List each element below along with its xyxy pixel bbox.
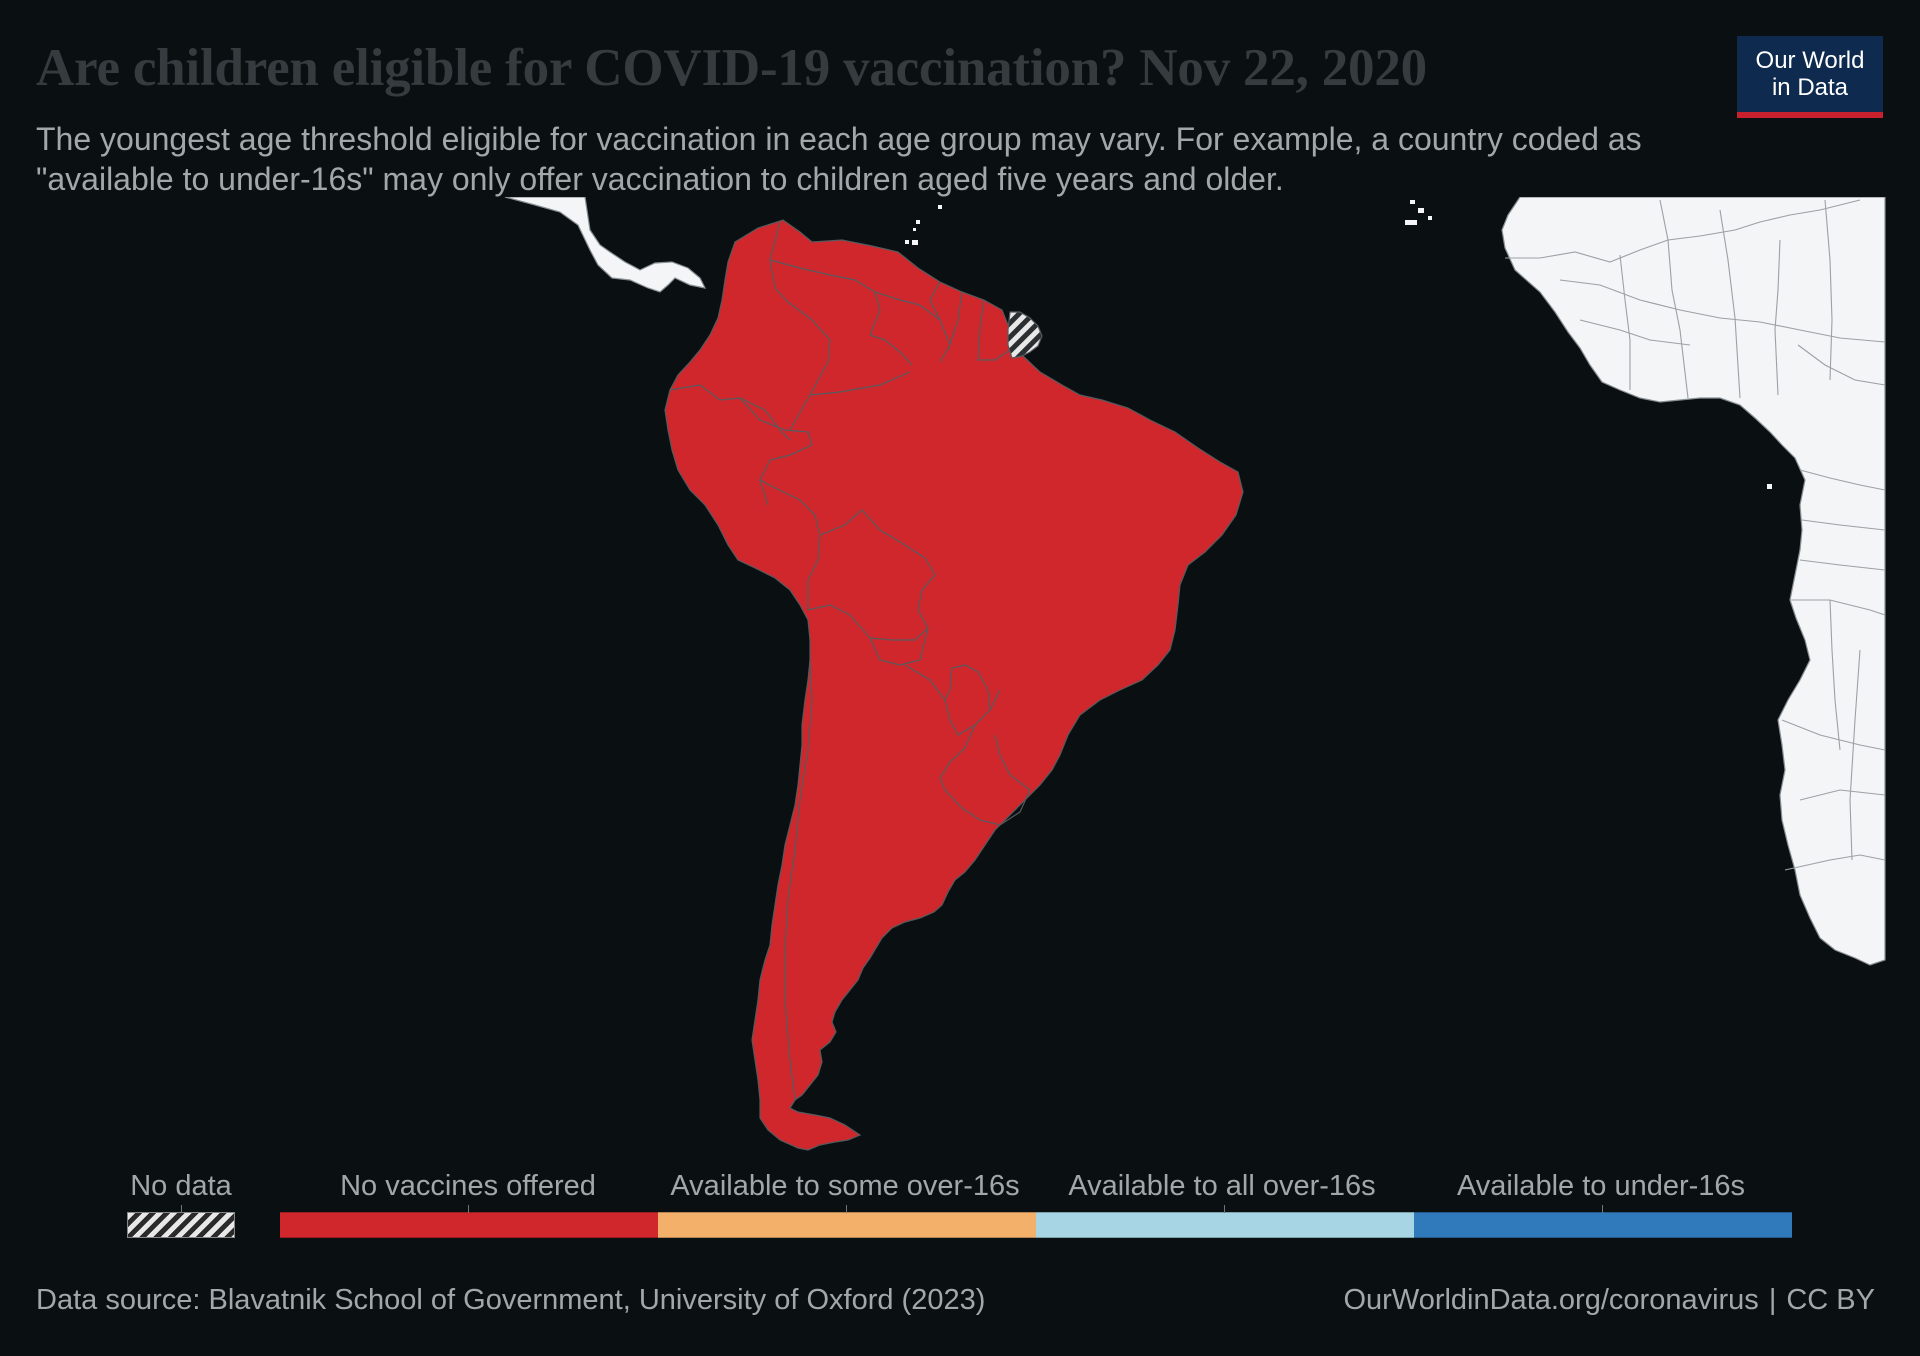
south-america[interactable] — [664, 219, 1244, 1151]
legend-tick — [181, 1205, 182, 1213]
legend-tick — [1602, 1205, 1603, 1213]
legend-tick — [1224, 1205, 1225, 1213]
legend-label-all-over-16s: Available to all over-16s — [1068, 1170, 1376, 1202]
logo-line-2: in Data — [1771, 74, 1849, 101]
legend-swatch-under-16s[interactable] — [1414, 1212, 1792, 1238]
chart-title: Are children eligible for COVID-19 vacci… — [36, 39, 1427, 97]
french-guiana[interactable] — [1007, 311, 1043, 359]
south-america-borders — [669, 221, 1031, 1101]
caribbean-islands[interactable] — [905, 200, 1772, 489]
logo-line-1: Our World — [1755, 47, 1865, 74]
source-link[interactable]: OurWorldinData.org/coronavirus — [1343, 1284, 1759, 1316]
africa[interactable] — [1501, 197, 1886, 966]
africa-borders — [1505, 199, 1886, 871]
legend-swatch-no-vaccines[interactable] — [280, 1212, 658, 1238]
legend-no-data-swatch[interactable] — [127, 1212, 235, 1238]
license-link[interactable]: CC BY — [1786, 1284, 1875, 1316]
legend-label-no-vaccines: No vaccines offered — [340, 1170, 596, 1202]
footer-credits: OurWorldinData.org/coronavirus | CC BY — [1344, 1284, 1876, 1317]
legend-label-under-16s: Available to under-16s — [1456, 1170, 1746, 1202]
legend-label-some-over-16s: Available to some over-16s — [670, 1170, 1020, 1202]
legend-swatch-some-over-16s[interactable] — [658, 1212, 1036, 1238]
owid-logo[interactable]: Our World in Data — [1737, 36, 1883, 118]
legend-no-data-label: No data — [130, 1170, 232, 1202]
legend-tick — [468, 1205, 469, 1213]
central-america[interactable] — [504, 197, 707, 293]
legend-tick — [846, 1205, 847, 1213]
footer-separator: | — [1768, 1284, 1777, 1316]
data-source: Data source: Blavatnik School of Governm… — [36, 1284, 986, 1316]
world-map[interactable] — [0, 197, 1920, 1162]
chart-subtitle: The youngest age threshold eligible for … — [36, 121, 1642, 197]
legend-swatch-all-over-16s[interactable] — [1036, 1212, 1414, 1238]
